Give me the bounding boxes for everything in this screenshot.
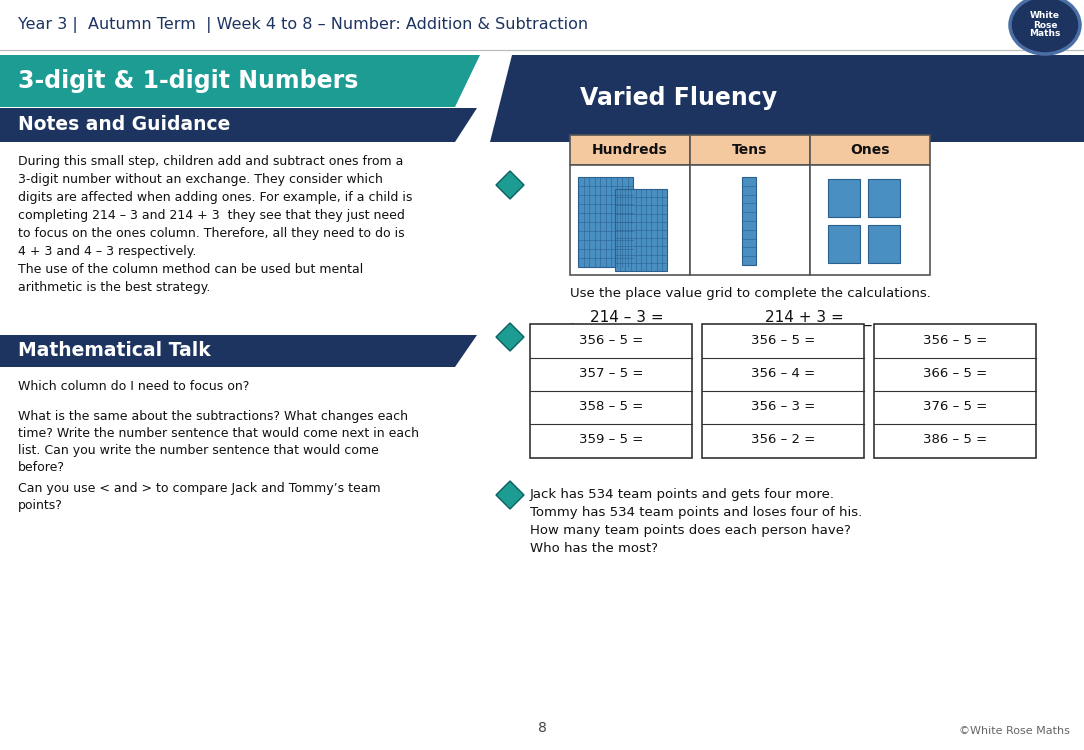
Polygon shape	[496, 323, 524, 351]
Text: 357 – 5 =: 357 – 5 =	[579, 367, 643, 380]
FancyBboxPatch shape	[570, 135, 691, 165]
Text: Varied Fluency: Varied Fluency	[580, 86, 777, 110]
Text: Notes and Guidance: Notes and Guidance	[18, 116, 231, 134]
Text: Year 3 |  Autumn Term  | Week 4 to 8 – Number: Addition & Subtraction: Year 3 | Autumn Term | Week 4 to 8 – Num…	[18, 17, 589, 33]
FancyBboxPatch shape	[570, 165, 691, 275]
Text: Maths: Maths	[1030, 29, 1060, 38]
Text: Tommy has 534 team points and loses four of his.: Tommy has 534 team points and loses four…	[530, 506, 862, 519]
FancyBboxPatch shape	[868, 225, 900, 263]
Text: What is the same about the subtractions? What changes each: What is the same about the subtractions?…	[18, 410, 408, 423]
Text: list. Can you write the number sentence that would come: list. Can you write the number sentence …	[18, 444, 378, 457]
Text: Rose: Rose	[1033, 20, 1057, 29]
FancyBboxPatch shape	[702, 324, 864, 458]
FancyBboxPatch shape	[868, 179, 900, 217]
Text: points?: points?	[18, 499, 63, 512]
Text: digits are affected when adding ones. For example, if a child is: digits are affected when adding ones. Fo…	[18, 191, 412, 204]
Text: Who has the most?: Who has the most?	[530, 542, 658, 555]
Text: The use of the column method can be used but mental: The use of the column method can be used…	[18, 263, 363, 276]
FancyBboxPatch shape	[743, 177, 756, 265]
Polygon shape	[0, 55, 480, 107]
Text: During this small step, children add and subtract ones from a: During this small step, children add and…	[18, 155, 403, 168]
Text: White: White	[1030, 11, 1060, 20]
Text: Ones: Ones	[850, 143, 890, 157]
FancyBboxPatch shape	[810, 135, 930, 165]
Polygon shape	[0, 108, 477, 142]
FancyBboxPatch shape	[874, 324, 1036, 458]
FancyBboxPatch shape	[828, 179, 860, 217]
Text: arithmetic is the best strategy.: arithmetic is the best strategy.	[18, 281, 210, 294]
Text: Tens: Tens	[733, 143, 767, 157]
Text: Hundreds: Hundreds	[592, 143, 668, 157]
Text: 3-digit & 1-digit Numbers: 3-digit & 1-digit Numbers	[18, 69, 359, 93]
Text: 4 + 3 and 4 – 3 respectively.: 4 + 3 and 4 – 3 respectively.	[18, 245, 196, 258]
Polygon shape	[496, 171, 524, 199]
Text: completing 214 – 3 and 214 + 3  they see that they just need: completing 214 – 3 and 214 + 3 they see …	[18, 209, 405, 222]
Polygon shape	[496, 481, 524, 509]
Text: 356 – 5 =: 356 – 5 =	[751, 334, 815, 347]
Text: ©White Rose Maths: ©White Rose Maths	[959, 726, 1070, 736]
FancyBboxPatch shape	[828, 225, 860, 263]
Text: Which column do I need to focus on?: Which column do I need to focus on?	[18, 380, 249, 393]
Text: Use the place value grid to complete the calculations.: Use the place value grid to complete the…	[569, 287, 930, 300]
FancyBboxPatch shape	[530, 324, 692, 458]
Text: 366 – 5 =: 366 – 5 =	[922, 367, 988, 380]
FancyBboxPatch shape	[810, 165, 930, 275]
Ellipse shape	[1010, 0, 1080, 54]
FancyBboxPatch shape	[691, 135, 810, 165]
Text: Can you use < and > to compare Jack and Tommy’s team: Can you use < and > to compare Jack and …	[18, 482, 380, 495]
Text: Mathematical Talk: Mathematical Talk	[18, 341, 210, 361]
Text: 3-digit number without an exchange. They consider which: 3-digit number without an exchange. They…	[18, 173, 383, 186]
Text: 8: 8	[538, 721, 546, 735]
FancyBboxPatch shape	[615, 189, 667, 271]
Polygon shape	[490, 55, 1084, 142]
Text: Complete:: Complete:	[530, 323, 602, 337]
Text: to focus on the ones column. Therefore, all they need to do is: to focus on the ones column. Therefore, …	[18, 227, 404, 240]
FancyBboxPatch shape	[691, 165, 810, 275]
Text: time? Write the number sentence that would come next in each: time? Write the number sentence that wou…	[18, 427, 420, 440]
Text: 356 – 2 =: 356 – 2 =	[751, 433, 815, 446]
Text: 214 – 3 = ___: 214 – 3 = ___	[590, 310, 692, 326]
Text: 356 – 5 =: 356 – 5 =	[579, 334, 643, 347]
Text: 358 – 5 =: 358 – 5 =	[579, 400, 643, 413]
Text: Jack has 534 team points and gets four more.: Jack has 534 team points and gets four m…	[530, 488, 835, 501]
FancyBboxPatch shape	[578, 177, 633, 267]
Text: before?: before?	[18, 461, 65, 474]
Text: 356 – 5 =: 356 – 5 =	[922, 334, 988, 347]
Text: 359 – 5 =: 359 – 5 =	[579, 433, 643, 446]
Text: 376 – 5 =: 376 – 5 =	[922, 400, 988, 413]
Text: 356 – 3 =: 356 – 3 =	[751, 400, 815, 413]
Polygon shape	[0, 335, 477, 367]
Text: 214 + 3 = ___: 214 + 3 = ___	[765, 310, 872, 326]
Text: 356 – 4 =: 356 – 4 =	[751, 367, 815, 380]
Text: How many team points does each person have?: How many team points does each person ha…	[530, 524, 851, 537]
Text: 386 – 5 =: 386 – 5 =	[922, 433, 988, 446]
